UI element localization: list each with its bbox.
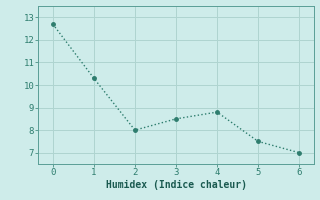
X-axis label: Humidex (Indice chaleur): Humidex (Indice chaleur): [106, 180, 246, 190]
